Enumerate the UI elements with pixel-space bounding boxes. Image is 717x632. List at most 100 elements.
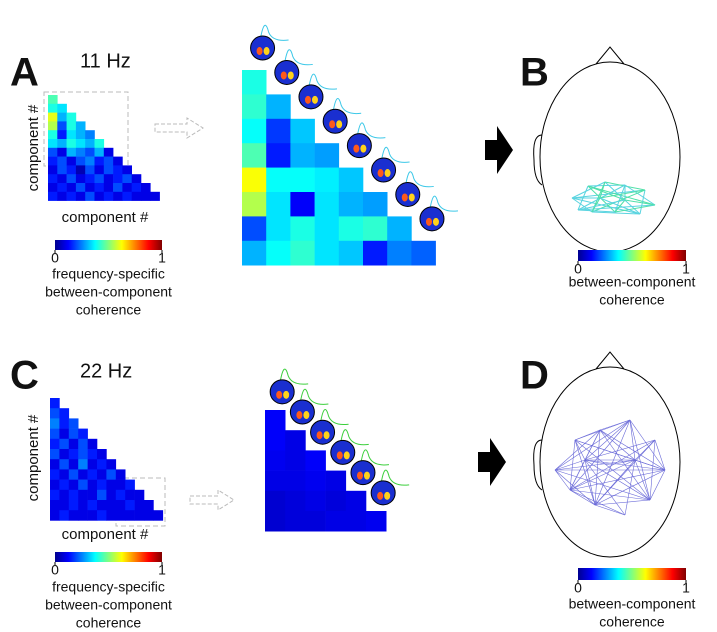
- matrix-cell: [285, 511, 306, 532]
- matrix-cell: [305, 450, 326, 471]
- matrix-cell: [78, 449, 88, 460]
- matrix-cell: [88, 439, 98, 450]
- matrix-cell: [50, 459, 60, 470]
- matrix-cell: [57, 130, 67, 139]
- matrix-cell: [315, 143, 340, 168]
- colorbar-caption: between-component: [45, 284, 172, 300]
- matrix-cell: [266, 168, 291, 193]
- colorbar-caption: between-component: [45, 597, 172, 613]
- topoplot: [351, 461, 375, 485]
- matrix-cell: [290, 241, 315, 266]
- matrix-cell: [85, 183, 95, 192]
- matrix-cell: [78, 459, 88, 470]
- matrix-cell: [59, 429, 69, 440]
- matrix-cell: [48, 165, 58, 174]
- matrix-cell: [339, 192, 364, 217]
- matrix-cell: [285, 491, 306, 512]
- matrix-cell: [95, 192, 105, 201]
- topoplot-blob: [357, 472, 363, 480]
- matrix-cell: [144, 500, 154, 511]
- matrix-cell: [135, 500, 145, 511]
- matrix-cell: [59, 418, 69, 429]
- matrix-cell: [125, 500, 135, 511]
- matrix-cell: [265, 511, 286, 532]
- matrix-cell: [326, 471, 347, 492]
- matrix-cell: [285, 471, 306, 492]
- matrix-cell: [305, 471, 326, 492]
- matrix-cell: [88, 480, 98, 491]
- y-axis-label: component #: [25, 104, 42, 191]
- matrix-cell: [67, 130, 77, 139]
- matrix-cell: [104, 157, 114, 166]
- matrix-cell: [67, 121, 77, 130]
- matrix-cell: [67, 148, 77, 157]
- matrix-cell: [67, 174, 77, 183]
- matrix-cell: [88, 469, 98, 480]
- matrix-cell: [48, 95, 58, 104]
- y-axis-label: component #: [25, 414, 42, 501]
- matrix-cell: [50, 469, 60, 480]
- matrix-cell: [48, 183, 58, 192]
- matrix-cell: [326, 491, 347, 512]
- matrix-cell: [59, 408, 69, 419]
- topoplot: [270, 380, 294, 404]
- matrix-cell: [57, 174, 67, 183]
- matrix-cell: [97, 510, 107, 521]
- colorbar-caption: frequency-specific: [52, 266, 165, 282]
- topoplot: [275, 60, 299, 84]
- panel-letter: C: [10, 354, 39, 398]
- matrix-cell: [78, 469, 88, 480]
- topoplot-blob: [402, 193, 408, 201]
- matrix-cell: [132, 174, 142, 183]
- topoplot-blob: [312, 96, 318, 104]
- topoplot-blob: [264, 47, 270, 55]
- matrix-cell: [116, 510, 126, 521]
- matrix-cell: [78, 429, 88, 440]
- topoplot-blob: [360, 145, 366, 153]
- matrix-cell: [106, 490, 116, 501]
- matrix-cell: [265, 430, 286, 451]
- matrix-cell: [266, 192, 291, 217]
- matrix-cell: [339, 216, 364, 241]
- arrow: [478, 438, 506, 486]
- matrix-cell: [141, 183, 151, 192]
- matrix-cell: [104, 174, 114, 183]
- matrix-cell: [57, 157, 67, 166]
- matrix-cell: [346, 491, 367, 512]
- matrix-cell: [59, 459, 69, 470]
- matrix-cell: [97, 500, 107, 511]
- matrix-cell: [242, 94, 267, 119]
- topoplot-blob: [409, 193, 415, 201]
- colorbar: [55, 552, 162, 562]
- topoplot-blob: [353, 145, 359, 153]
- matrix-cell: [104, 183, 114, 192]
- matrix-cell: [85, 148, 95, 157]
- matrix-cell: [242, 70, 267, 95]
- matrix-cell: [290, 119, 315, 144]
- matrix-cell: [290, 168, 315, 193]
- matrix-cell: [59, 439, 69, 450]
- matrix-cell: [76, 174, 86, 183]
- matrix-cell: [113, 174, 123, 183]
- matrix-cell: [113, 165, 123, 174]
- matrix-cell: [95, 165, 105, 174]
- matrix-cell: [88, 510, 98, 521]
- colorbar: [578, 568, 686, 580]
- topoplot-blob: [283, 391, 289, 399]
- matrix-cell: [69, 418, 79, 429]
- matrix-cell: [69, 439, 79, 450]
- topoplot-blob: [385, 169, 391, 177]
- matrix-cell: [85, 157, 95, 166]
- colorbar-caption: between-component: [569, 596, 696, 612]
- topoplot-blob: [378, 169, 384, 177]
- topoplot-blob: [329, 120, 335, 128]
- matrix-cell: [69, 469, 79, 480]
- matrix-cell: [50, 500, 60, 511]
- matrix-cell: [339, 241, 364, 266]
- topoplot: [347, 134, 371, 158]
- matrix-cell: [122, 174, 132, 183]
- matrix-cell: [132, 183, 142, 192]
- matrix-cell: [88, 459, 98, 470]
- matrix-cell: [57, 139, 67, 148]
- matrix-cell: [363, 216, 388, 241]
